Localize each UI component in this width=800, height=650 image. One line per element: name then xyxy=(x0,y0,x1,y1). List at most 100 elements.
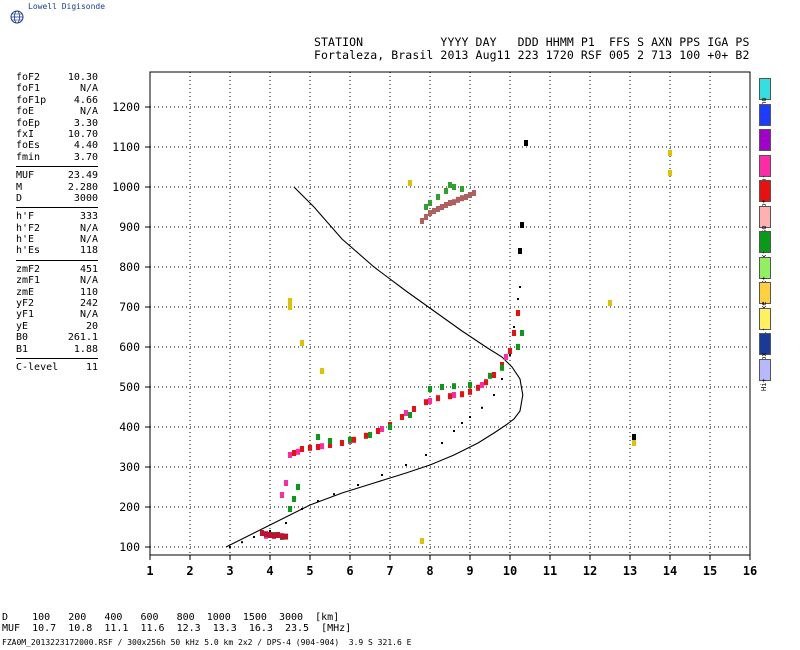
data-point xyxy=(276,532,280,538)
param-name: h'F2 xyxy=(16,222,41,234)
param-row: MUF 23.49 xyxy=(16,170,98,181)
data-point xyxy=(316,444,320,450)
param-value: 3000 xyxy=(73,192,98,204)
param-name: yF1 xyxy=(16,309,35,321)
param-row: yF2 242 xyxy=(16,298,98,309)
param-name: foF1 xyxy=(16,83,41,95)
param-separator xyxy=(16,357,98,359)
y-tick-label: 900 xyxy=(119,220,140,234)
data-point xyxy=(428,386,432,392)
data-point xyxy=(428,200,432,206)
param-value: 23.49 xyxy=(67,170,98,182)
param-row: foF1 N/A xyxy=(16,83,98,94)
profile-line xyxy=(225,186,524,548)
legend-item: W xyxy=(759,129,771,161)
data-point xyxy=(364,432,368,439)
data-point xyxy=(280,533,284,540)
param-row: h'F2 N/A xyxy=(16,223,98,234)
y-tick-label: 1200 xyxy=(112,100,140,114)
data-point xyxy=(284,480,288,486)
y-tick-label: 300 xyxy=(119,460,140,474)
param-name: foEs xyxy=(16,140,41,152)
data-point xyxy=(453,430,455,432)
param-value: 10.30 xyxy=(67,72,98,83)
data-point xyxy=(668,170,672,176)
data-point xyxy=(301,508,303,510)
data-point xyxy=(296,448,300,455)
data-point xyxy=(328,438,332,444)
param-value: 261.1 xyxy=(67,332,98,344)
data-point xyxy=(420,538,424,544)
param-value: 4.40 xyxy=(73,140,98,152)
data-point xyxy=(288,452,292,458)
param-row: yE 20 xyxy=(16,321,98,332)
data-point xyxy=(509,354,511,356)
data-point xyxy=(452,383,456,390)
data-point xyxy=(448,182,452,188)
series-virtual-profile xyxy=(229,286,521,548)
legend-item: Hi+ xyxy=(759,358,771,391)
x-tick-label: 12 xyxy=(583,564,597,578)
data-point xyxy=(448,200,452,206)
param-name: zmE xyxy=(16,286,35,298)
param-row: zmE 110 xyxy=(16,287,98,298)
x-tick-label: 5 xyxy=(306,564,313,578)
param-row: foF1p 4.66 xyxy=(16,95,98,106)
param-value: N/A xyxy=(79,309,98,321)
scaled-parameters: foF2 10.30 foF1 N/A foF1p 4.66 foE N/A foEp 3.30 f… xyxy=(16,72,98,373)
param-name: foF1p xyxy=(16,94,47,106)
x-tick-label: 15 xyxy=(703,564,717,578)
y-tick-label: 1000 xyxy=(112,180,140,194)
data-point xyxy=(381,474,383,476)
series-stray xyxy=(518,140,636,440)
series-vo-e-s xyxy=(260,530,288,540)
data-point xyxy=(516,310,520,316)
data-point xyxy=(412,406,416,412)
data-point xyxy=(448,393,452,400)
param-row: foF2 10.30 xyxy=(16,72,98,83)
param-row: zmF1 N/A xyxy=(16,275,98,286)
param-value: N/A xyxy=(79,222,98,234)
data-point xyxy=(500,362,504,368)
param-row: C-level 11 xyxy=(16,362,98,373)
param-value: 2.280 xyxy=(67,181,98,193)
param-name: foF2 xyxy=(16,72,41,83)
chart-marks xyxy=(225,140,672,548)
data-point xyxy=(472,190,476,196)
data-point xyxy=(424,214,428,220)
param-name: h'F xyxy=(16,211,35,223)
data-point xyxy=(524,140,528,146)
data-point xyxy=(288,304,292,310)
data-point xyxy=(316,434,320,440)
data-point xyxy=(400,414,404,420)
data-point xyxy=(492,372,496,378)
data-point xyxy=(288,506,292,512)
param-row: D 3000 xyxy=(16,193,98,204)
param-row: zmF2 451 xyxy=(16,264,98,275)
data-point xyxy=(436,395,440,402)
param-name: yF2 xyxy=(16,298,35,310)
data-point xyxy=(468,192,472,198)
series-oblique xyxy=(420,190,476,224)
data-point xyxy=(388,422,392,428)
data-point xyxy=(276,532,280,538)
legend-item: Nno xyxy=(759,78,771,110)
data-point xyxy=(404,410,408,416)
y-tick-label: 500 xyxy=(119,380,140,394)
data-point xyxy=(668,150,672,156)
data-point xyxy=(518,248,522,254)
data-point xyxy=(348,436,352,443)
param-value: 118 xyxy=(79,245,98,257)
param-row: B0 261.1 xyxy=(16,332,98,343)
legend-item: Vo+ xyxy=(759,180,771,212)
param-row: foEp 3.30 xyxy=(16,118,98,129)
data-point xyxy=(501,378,503,380)
data-point xyxy=(376,428,380,434)
data-point xyxy=(500,364,504,371)
param-row: h'Es 118 xyxy=(16,245,98,256)
data-point xyxy=(388,424,392,430)
param-value: 3.70 xyxy=(73,151,98,163)
data-point xyxy=(481,406,483,409)
data-point xyxy=(460,186,464,192)
